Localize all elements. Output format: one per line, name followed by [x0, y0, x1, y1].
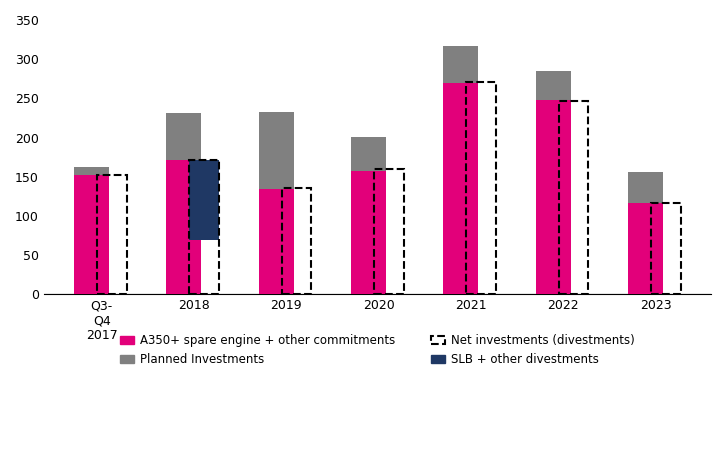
Bar	[444, 83, 478, 294]
Bar	[444, 46, 478, 83]
Bar	[628, 203, 663, 294]
Bar	[536, 71, 571, 100]
Bar	[536, 100, 571, 294]
Bar	[258, 112, 294, 189]
Bar	[166, 160, 202, 294]
Bar	[258, 189, 294, 294]
Bar	[166, 114, 202, 160]
Bar	[74, 175, 109, 294]
Bar	[189, 160, 219, 239]
Bar	[559, 101, 588, 294]
Bar	[97, 175, 127, 294]
Bar	[282, 188, 311, 294]
Legend: A350+ spare engine + other commitments, Planned Investments, Net investments (di: A350+ spare engine + other commitments, …	[115, 330, 640, 371]
Bar	[651, 203, 681, 294]
Bar	[628, 172, 663, 203]
Bar	[374, 169, 404, 294]
Bar	[467, 82, 496, 294]
Bar	[74, 167, 109, 175]
Bar	[351, 171, 386, 294]
Bar	[351, 137, 386, 171]
Bar	[189, 160, 219, 294]
